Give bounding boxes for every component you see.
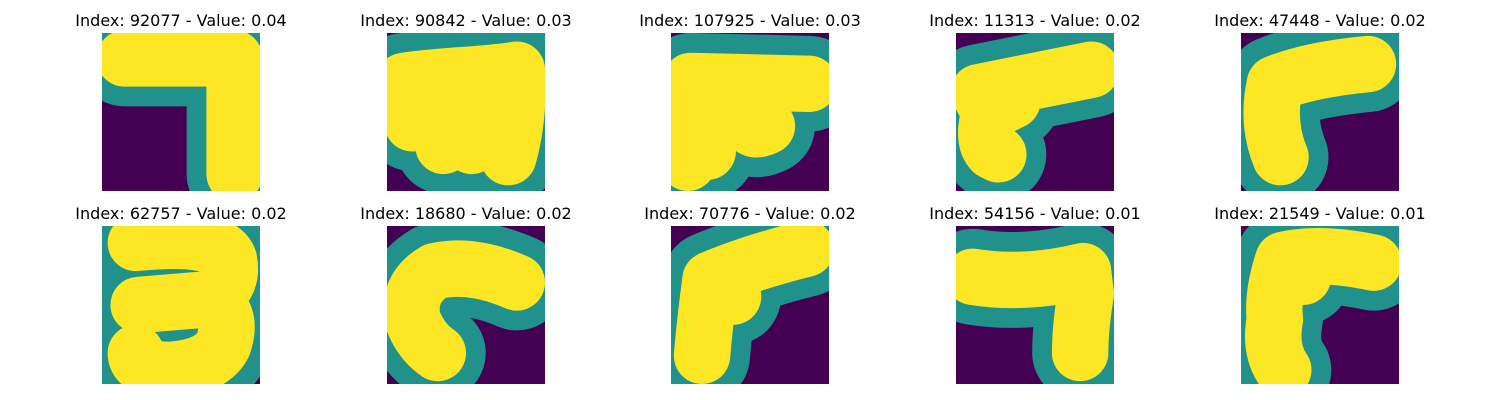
panel-title: Index: 92077 - Value: 0.04: [75, 11, 287, 30]
digit-image: [102, 33, 260, 191]
panel-title: Index: 70776 - Value: 0.02: [644, 204, 856, 223]
digit-image: [1241, 226, 1399, 384]
panel-title: Index: 11313 - Value: 0.02: [929, 11, 1141, 30]
digit-image: [671, 226, 829, 384]
panel-title: Index: 90842 - Value: 0.03: [360, 11, 572, 30]
digit-image: [956, 226, 1114, 384]
panel-title: Index: 107925 - Value: 0.03: [639, 11, 861, 30]
digit-image: [387, 226, 545, 384]
panel-title: Index: 62757 - Value: 0.02: [75, 204, 287, 223]
digit-image: [387, 33, 545, 191]
panel-title: Index: 18680 - Value: 0.02: [360, 204, 572, 223]
digit-image: [102, 226, 260, 384]
panel-title: Index: 21549 - Value: 0.01: [1214, 204, 1426, 223]
digit-image: [671, 33, 829, 191]
panel-title: Index: 54156 - Value: 0.01: [929, 204, 1141, 223]
digit-image: [1241, 33, 1399, 191]
digit-image: [956, 33, 1114, 191]
panel-title: Index: 47448 - Value: 0.02: [1214, 11, 1426, 30]
